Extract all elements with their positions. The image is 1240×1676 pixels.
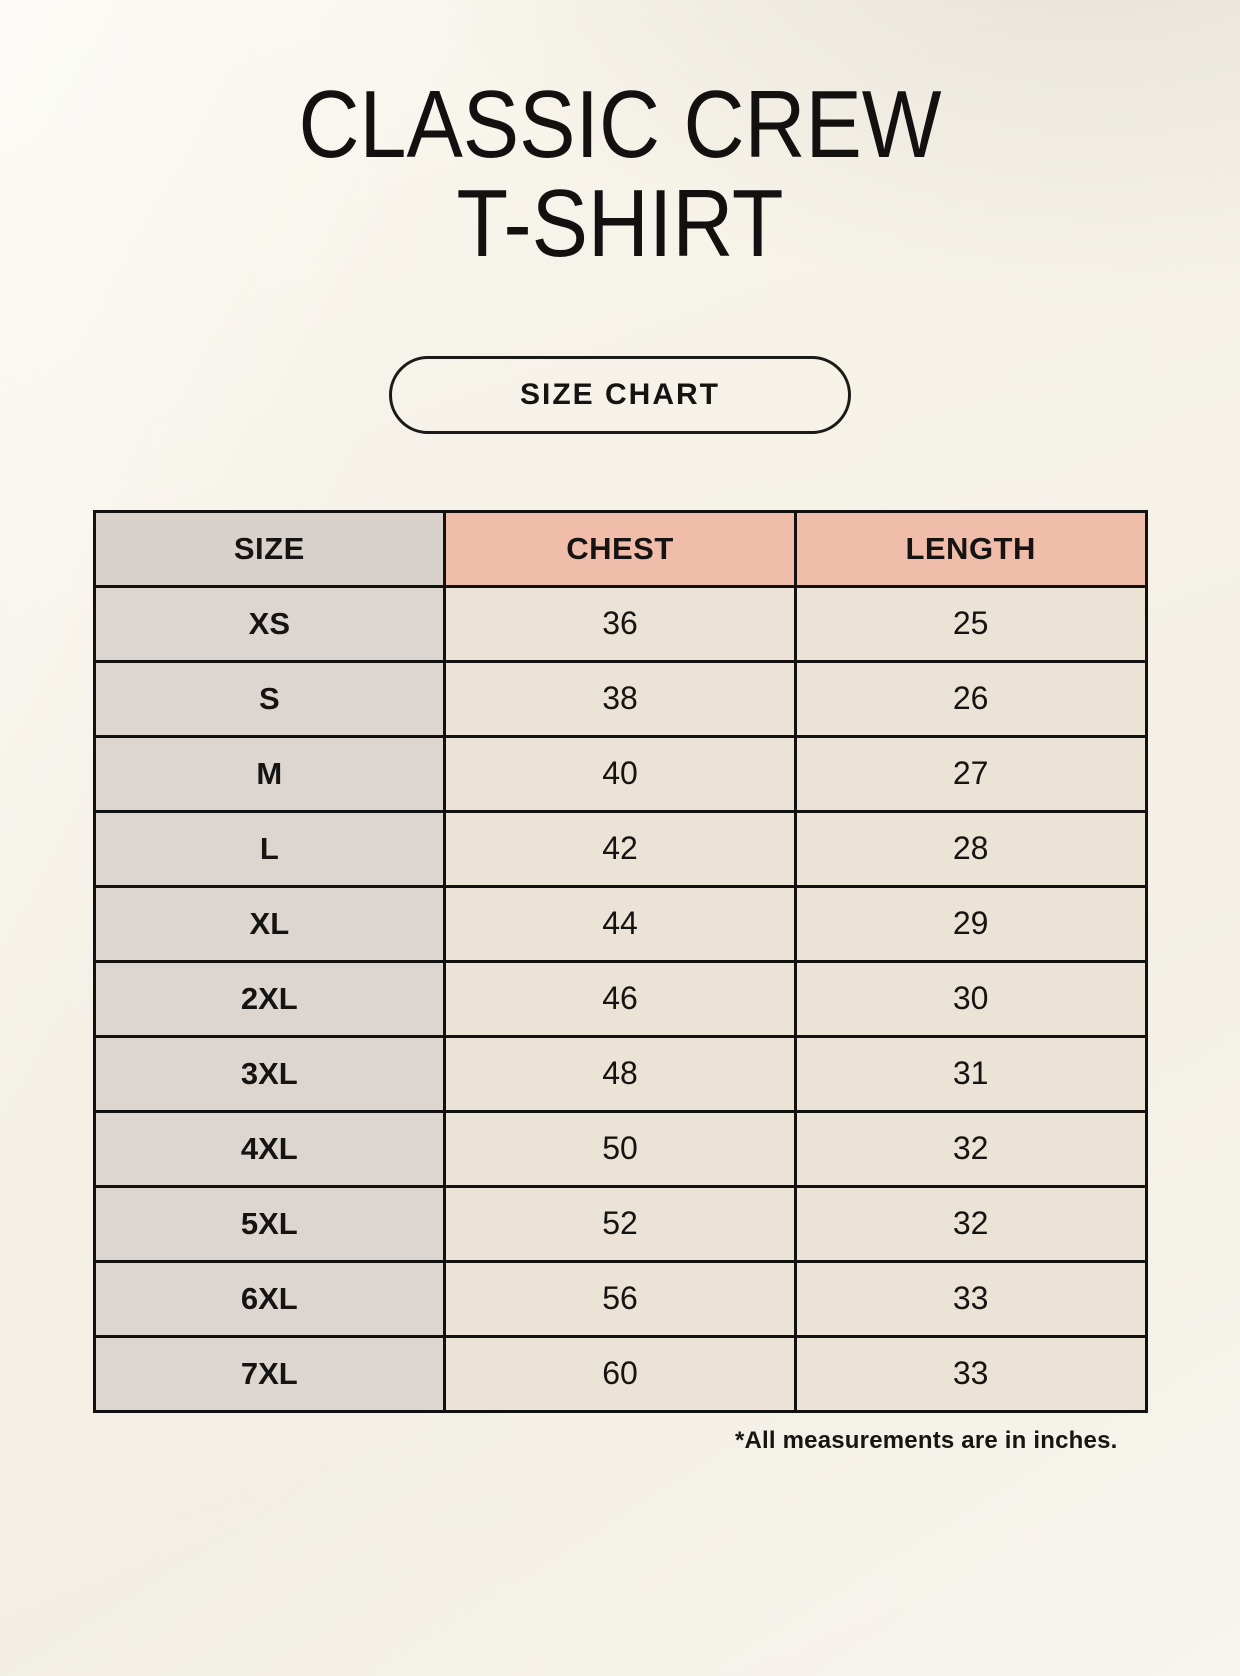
column-header-length: LENGTH [793,509,1148,588]
measurements-footnote: *All measurements are in inches. [734,1426,1118,1454]
length-cell: 33 [793,1259,1148,1338]
length-cell: 25 [793,584,1148,663]
table-row-m: M 40 27 [92,734,1148,813]
length-cell: 29 [793,884,1148,963]
column-header-chest: CHEST [443,509,797,588]
table-row-6xl: 6XL 56 33 [92,1259,1148,1338]
size-cell: L [92,809,447,888]
size-cell: 7XL [92,1334,447,1413]
chest-cell: 44 [443,884,797,963]
table-row-xl: XL 44 29 [92,884,1148,963]
page-title-line-1: CLASSIC CREW [298,71,942,178]
table-row-2xl: 2XL 46 30 [92,959,1148,1038]
header-row: SIZE CHEST LENGTH [92,509,1148,588]
size-chart-badge-label: SIZE CHART [520,377,720,411]
size-cell: M [92,734,447,813]
length-cell: 26 [793,659,1148,738]
chest-cell: 48 [443,1034,797,1113]
size-chart-table: SIZE CHEST LENGTH XS 36 25 S 38 26 M [92,509,1148,1413]
length-cell: 31 [793,1034,1148,1113]
size-chart-page: CLASSIC CREW T-SHIRT SIZE CHART SIZE CHE… [0,71,1240,1676]
size-cell: 4XL [92,1109,447,1188]
table-row-l: L 42 28 [92,809,1148,888]
chest-cell: 46 [443,959,797,1038]
table-row-7xl: 7XL 60 33 [92,1334,1148,1413]
size-chart-badge: SIZE CHART [389,355,851,434]
size-cell: XS [92,584,447,663]
size-table-container: SIZE CHEST LENGTH XS 36 25 S 38 26 M [92,509,1148,1413]
size-cell: S [92,659,447,738]
table-row-xs: XS 36 25 [92,584,1148,663]
chest-cell: 40 [443,734,797,813]
length-cell: 27 [793,734,1148,813]
page-title: CLASSIC CREW T-SHIRT [74,71,1165,277]
table-row-3xl: 3XL 48 31 [92,1034,1148,1113]
column-header-size: SIZE [92,509,447,588]
table-body: XS 36 25 S 38 26 M 40 27 L 42 28 [92,584,1148,1413]
page-title-line-2: T-SHIRT [456,169,784,277]
chest-cell: 56 [443,1259,797,1338]
table-header: SIZE CHEST LENGTH [92,509,1148,588]
table-row-4xl: 4XL 50 32 [92,1109,1148,1188]
length-cell: 33 [793,1334,1148,1413]
table-row-s: S 38 26 [92,659,1148,738]
chest-cell: 60 [443,1334,797,1413]
chest-cell: 38 [443,659,797,738]
size-cell: 3XL [92,1034,447,1113]
chest-cell: 36 [443,584,797,663]
chest-cell: 42 [443,809,797,888]
size-cell: XL [92,884,447,963]
table-row-5xl: 5XL 52 32 [92,1184,1148,1263]
length-cell: 32 [793,1184,1148,1263]
size-cell: 6XL [92,1259,447,1338]
length-cell: 30 [793,959,1148,1038]
size-cell: 5XL [92,1184,447,1263]
length-cell: 28 [793,809,1148,888]
size-cell: 2XL [92,959,447,1038]
chest-cell: 52 [443,1184,797,1263]
chest-cell: 50 [443,1109,797,1188]
length-cell: 32 [793,1109,1148,1188]
